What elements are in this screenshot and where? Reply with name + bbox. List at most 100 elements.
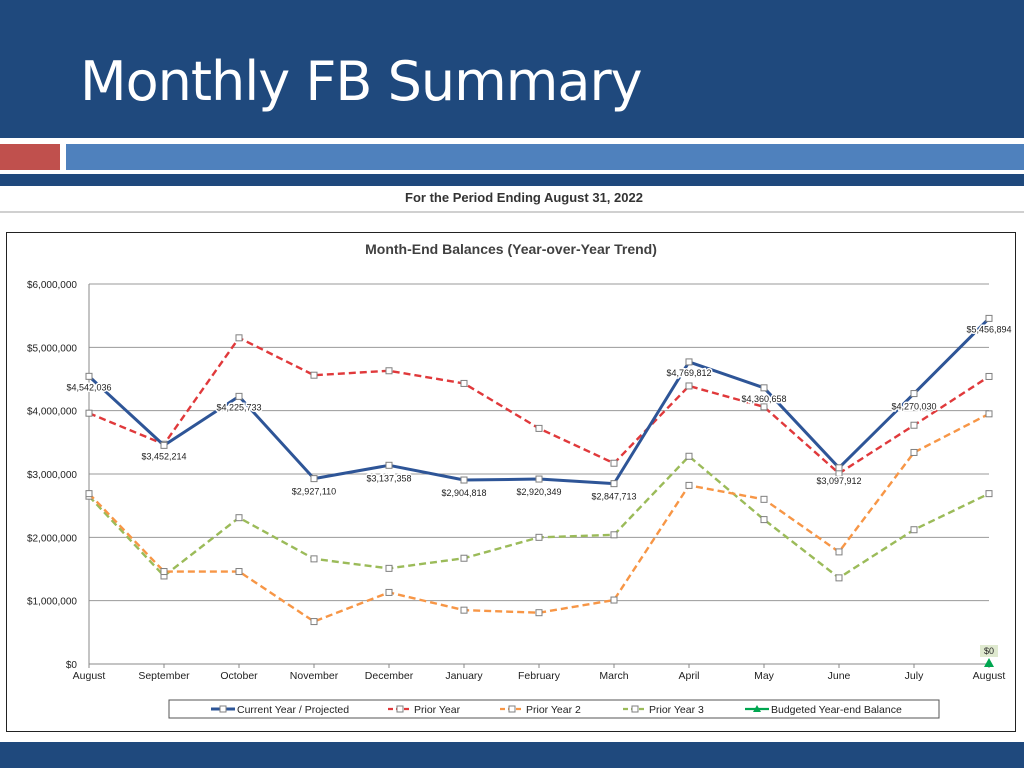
data-label: $4,360,658 bbox=[741, 394, 786, 404]
accent-bar-red bbox=[0, 144, 60, 170]
data-point bbox=[460, 379, 468, 387]
data-label: $4,225,733 bbox=[216, 402, 261, 412]
data-point bbox=[985, 372, 993, 380]
data-point bbox=[760, 384, 768, 392]
divider-bar bbox=[0, 174, 1024, 186]
slide-title: Monthly FB Summary bbox=[80, 50, 643, 113]
data-label: $3,097,912 bbox=[816, 476, 861, 486]
data-point bbox=[985, 410, 993, 418]
data-point bbox=[460, 554, 468, 562]
title-banner bbox=[0, 0, 1024, 138]
x-tick-label: August bbox=[73, 670, 106, 682]
x-tick-label: October bbox=[220, 670, 258, 682]
budget-label: $0 bbox=[984, 646, 994, 656]
x-tick-label: March bbox=[599, 670, 628, 682]
data-point bbox=[385, 367, 393, 375]
y-tick-label: $2,000,000 bbox=[27, 533, 77, 544]
legend-item: Budgeted Year-end Balance bbox=[745, 704, 902, 716]
data-point bbox=[535, 609, 543, 617]
budget-marker bbox=[984, 658, 994, 667]
y-tick-label: $4,000,000 bbox=[27, 407, 77, 418]
y-tick-label: $6,000,000 bbox=[27, 280, 77, 291]
series-line bbox=[87, 317, 991, 486]
data-point bbox=[235, 514, 243, 522]
legend-item: Prior Year 3 bbox=[623, 704, 704, 716]
data-point bbox=[985, 490, 993, 498]
data-point bbox=[85, 372, 93, 380]
budget-label-bg bbox=[980, 645, 998, 657]
data-point bbox=[685, 481, 693, 489]
data-point bbox=[610, 531, 618, 539]
legend-label: Prior Year 2 bbox=[526, 704, 581, 716]
data-label: $3,452,214 bbox=[141, 451, 186, 461]
legend-box bbox=[168, 699, 940, 719]
data-point bbox=[760, 403, 768, 411]
data-label: $2,920,349 bbox=[516, 487, 561, 497]
data-label: $2,847,713 bbox=[591, 492, 636, 502]
data-label: $2,927,110 bbox=[292, 487, 336, 497]
data-point bbox=[235, 334, 243, 342]
series-line bbox=[88, 455, 990, 580]
x-tick-label: December bbox=[365, 670, 414, 682]
accent-bar-blue bbox=[66, 144, 1024, 170]
data-point bbox=[385, 461, 393, 469]
legend-item: Prior Year bbox=[388, 704, 461, 716]
data-point bbox=[310, 555, 318, 563]
y-tick-label: $1,000,000 bbox=[27, 597, 77, 608]
data-point bbox=[235, 392, 243, 400]
legend-marker bbox=[219, 705, 227, 713]
data-point bbox=[835, 574, 843, 582]
data-point bbox=[160, 568, 168, 576]
x-tick-label: November bbox=[290, 670, 339, 682]
data-point bbox=[310, 618, 318, 626]
data-point bbox=[385, 588, 393, 596]
x-tick-label: January bbox=[445, 670, 483, 682]
data-point bbox=[760, 495, 768, 503]
x-tick-label: February bbox=[518, 670, 561, 682]
data-point bbox=[610, 596, 618, 604]
data-point bbox=[910, 421, 918, 429]
legend-label: Prior Year 3 bbox=[649, 704, 704, 716]
x-tick-label: June bbox=[828, 670, 851, 682]
data-point bbox=[835, 464, 843, 472]
y-tick-label: $3,000,000 bbox=[27, 470, 77, 481]
data-point bbox=[85, 490, 93, 498]
data-label: $2,904,818 bbox=[441, 488, 486, 498]
footer-bar bbox=[0, 742, 1024, 768]
data-point bbox=[685, 452, 693, 460]
data-point bbox=[610, 480, 618, 488]
data-point bbox=[235, 568, 243, 576]
x-tick-label: August bbox=[973, 670, 1006, 682]
data-label: $4,769,812 bbox=[666, 368, 711, 378]
data-point bbox=[610, 459, 618, 467]
data-point bbox=[685, 382, 693, 390]
data-point bbox=[460, 476, 468, 484]
chart-frame bbox=[6, 232, 1016, 732]
legend-label: Current Year / Projected bbox=[237, 704, 349, 716]
data-label: $4,270,030 bbox=[891, 402, 936, 412]
data-point bbox=[760, 516, 768, 524]
data-point bbox=[85, 409, 93, 417]
data-point bbox=[385, 564, 393, 572]
data-point bbox=[460, 606, 468, 614]
data-point bbox=[835, 548, 843, 556]
data-point bbox=[910, 390, 918, 398]
legend-marker bbox=[753, 705, 761, 712]
y-tick-label: $5,000,000 bbox=[27, 343, 77, 354]
data-point bbox=[310, 475, 318, 483]
data-label: $5,456,894 bbox=[966, 324, 1011, 334]
x-tick-label: September bbox=[138, 670, 190, 682]
x-tick-label: May bbox=[754, 670, 775, 682]
data-label: $4,542,036 bbox=[66, 382, 111, 392]
chart-title: Month-End Balances (Year-over-Year Trend… bbox=[365, 241, 657, 257]
data-point bbox=[535, 475, 543, 483]
data-point bbox=[685, 358, 693, 366]
legend-label: Prior Year bbox=[414, 704, 461, 716]
data-point bbox=[535, 424, 543, 432]
x-tick-label: April bbox=[678, 670, 699, 682]
data-point bbox=[910, 526, 918, 534]
period-subtitle: For the Period Ending August 31, 2022 bbox=[405, 190, 643, 205]
legend-marker bbox=[631, 705, 639, 713]
series-line bbox=[88, 412, 990, 623]
x-tick-label: July bbox=[905, 670, 924, 682]
